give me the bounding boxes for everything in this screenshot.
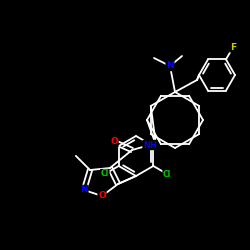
Text: NH: NH [143, 140, 157, 149]
Text: N: N [80, 186, 88, 194]
Text: O: O [98, 192, 106, 200]
Text: Cl: Cl [101, 170, 109, 178]
Text: O: O [110, 138, 118, 146]
Text: N: N [166, 62, 174, 70]
Text: Cl: Cl [163, 170, 171, 178]
Text: F: F [230, 43, 236, 52]
